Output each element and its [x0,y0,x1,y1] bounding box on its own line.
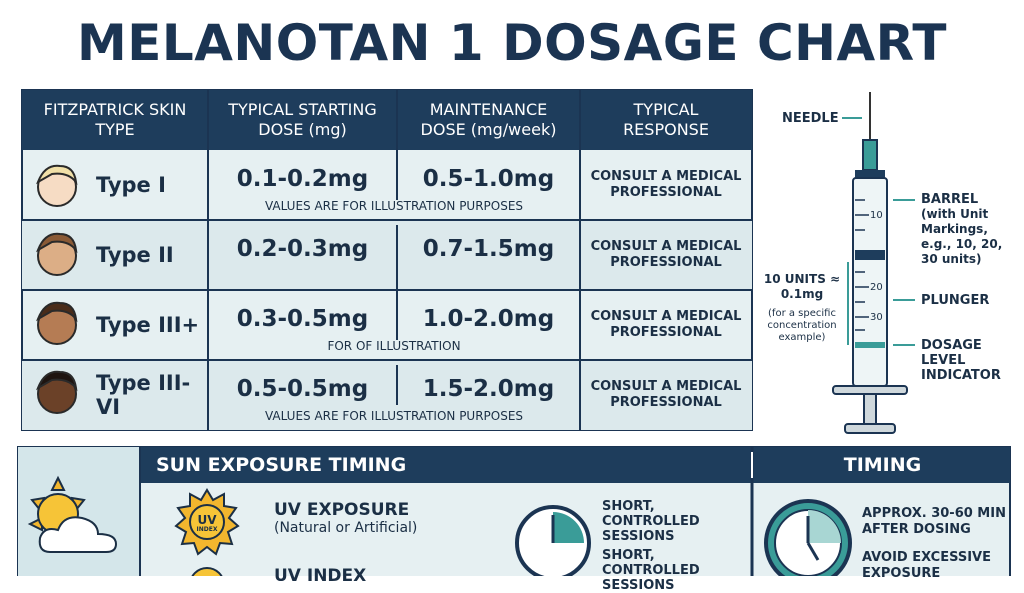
note: FOR OF ILLUSTRATION [327,339,461,353]
uv-exposure: UV EXPOSURE [274,500,410,520]
timing-heading: TIMING [843,454,922,476]
uv-exposure-sub: (Natural or Artificial) [274,520,418,536]
barrel-label: BARREL [921,192,979,207]
row-bg [22,220,752,290]
skin-type: Type III-VI [96,371,191,419]
row-bg [22,360,752,430]
timing-text: AVOID EXCESSIVE EXPOSURE [862,550,991,581]
sun-cloud-icon [27,475,118,553]
page: MELANOTAN 1 DOSAGE CHART FITZPATRICK SKI… [17,14,1011,593]
needle-label: NEEDLE [782,111,839,126]
maintenance-dose: 0.5-1.0mg [422,166,555,192]
unit-mark: 10 [870,210,883,221]
uv-index-icon [191,567,223,576]
unit-mark: 20 [870,282,883,293]
response: CONSULT A MEDICAL PROFESSIONAL [590,169,742,200]
units-label: 10 UNITS ≈ 0.1mg [763,272,841,301]
uv-index: UV INDEX [274,566,367,586]
indicator-label: DOSAGE LEVEL INDICATOR [921,338,1001,383]
timing-clock [764,499,852,576]
faces [36,164,78,414]
uv-badge [174,488,240,556]
plunger-label: PLUNGER [921,293,990,308]
response: CONSULT A MEDICAL PROFESSIONAL [590,379,742,410]
header-cell: FITZPATRICK SKIN TYPE [43,100,187,139]
units-note: (for a specific concentration example) [767,308,837,343]
maintenance-dose: 1.0-2.0mg [422,306,555,332]
table-lines [22,90,752,430]
response: CONSULT A MEDICAL PROFESSIONAL [590,309,742,340]
skin-type: Type I [96,173,166,197]
starting-dose: 0.2-0.3mg [236,236,369,262]
graphics [17,89,1011,576]
icon-cell [18,447,140,576]
skin-type: Type III+ [96,313,200,337]
table-header-bg [22,90,752,150]
header-cell: TYPICAL STARTING DOSE (mg) [228,100,377,139]
uv-badge-text: UV [197,513,217,527]
syringe [832,92,915,434]
starting-dose: 0.3-0.5mg [236,306,369,332]
session-text: SHORT, CONTROLLED SESSIONS [602,548,700,593]
maintenance-dose: 1.5-2.0mg [422,376,555,402]
session-text: SHORT, CONTROLLED SESSIONS [602,499,700,544]
header-cell: MAINTENANCE DOSE (mg/week) [420,100,557,139]
note: VALUES ARE FOR ILLUSTRATION PURPOSES [264,199,524,213]
starting-dose: 0.1-0.2mg [236,166,369,192]
unit-mark: 30 [870,312,883,323]
sun-heading: SUN EXPOSURE TIMING [156,454,407,476]
maintenance-dose: 0.7-1.5mg [422,236,555,262]
header-cell: TYPICAL RESPONSE [623,100,709,139]
bottom-header-bg [140,447,1010,483]
skin-type: Type II [96,243,174,267]
starting-dose: 0.5-0.5mg [236,376,369,402]
note: VALUES ARE FOR ILLUSTRATION PURPOSES [264,409,524,423]
timing-text: APPROX. 30-60 MIN AFTER DOSING [862,506,1006,537]
barrel-note: (with Unit Markings, e.g., 10, 20, 30 un… [921,207,1003,266]
session-clock [515,505,591,576]
uv-badge-text: INDEX [196,526,218,533]
title: MELANOTAN 1 DOSAGE CHART [76,14,948,72]
response: CONSULT A MEDICAL PROFESSIONAL [590,239,742,270]
